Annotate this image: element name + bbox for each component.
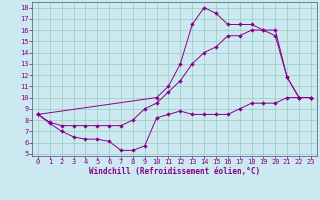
X-axis label: Windchill (Refroidissement éolien,°C): Windchill (Refroidissement éolien,°C) (89, 167, 260, 176)
